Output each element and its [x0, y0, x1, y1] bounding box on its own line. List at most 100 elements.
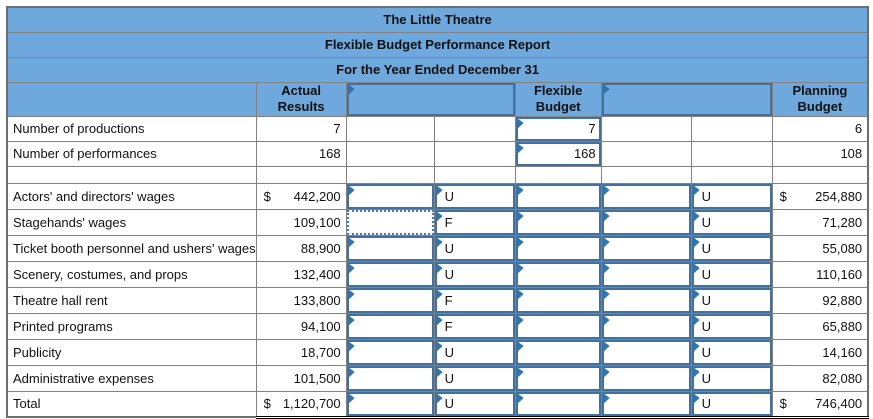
planning-value: 6: [771, 115, 869, 142]
activity-variance-uf-select[interactable]: U: [690, 312, 773, 340]
uf-value: U: [444, 188, 455, 204]
planning-amount: 110,160: [771, 260, 869, 288]
spending-variance-input-focused[interactable]: [345, 208, 435, 236]
flexible-budget-input[interactable]: [514, 364, 602, 392]
answer-marker-icon: [436, 237, 443, 248]
flexible-budget-header: Flexible Budget: [514, 81, 602, 117]
spending-variance-column-label-cell[interactable]: [345, 81, 516, 117]
spending-variance-input[interactable]: [345, 234, 435, 262]
activity-variance-uf-select[interactable]: U: [690, 234, 773, 262]
spending-variance-input[interactable]: [345, 260, 435, 288]
planning-amount: 92,880: [771, 286, 869, 314]
answer-marker-icon: [603, 211, 610, 222]
actual-amount: 88,900: [255, 234, 347, 262]
answer-marker-icon: [517, 118, 524, 129]
activity-variance-uf-select[interactable]: U: [690, 364, 773, 392]
answer-marker-icon: [693, 367, 700, 378]
uf-value: U: [701, 188, 712, 204]
spending-variance-input[interactable]: [345, 182, 435, 210]
flexible-budget-input[interactable]: [514, 260, 602, 288]
table-row-total: Total $1,120,700 U U $746,400: [6, 390, 869, 419]
row-label: Number of productions: [6, 115, 257, 142]
answer-marker-icon: [436, 289, 443, 300]
flexible-budget-input[interactable]: [514, 312, 602, 340]
spending-variance-uf-select[interactable]: U: [433, 234, 516, 262]
answer-marker-icon: [693, 211, 700, 222]
answer-marker-icon: [603, 263, 610, 274]
spending-variance-uf-select[interactable]: U: [433, 338, 516, 366]
activity-variance-column-label-cell[interactable]: [600, 81, 773, 117]
activity-variance-input[interactable]: [600, 286, 692, 314]
flexible-budget-input[interactable]: [514, 182, 602, 210]
uf-value: U: [701, 292, 712, 308]
planning-total-amount: $746,400: [771, 390, 869, 419]
actual-amount: 18,700: [255, 338, 347, 366]
flexible-budget-performance-report: The Little Theatre Flexible Budget Perfo…: [6, 6, 870, 419]
spending-variance-uf-select[interactable]: U: [433, 182, 516, 210]
amount-value: 110,160: [816, 266, 863, 282]
activity-variance-input[interactable]: [600, 234, 692, 262]
activity-variance-input[interactable]: [600, 182, 692, 210]
flexible-budget-input[interactable]: 168: [514, 140, 602, 167]
actual-results-header: Actual Results: [255, 81, 347, 117]
answer-marker-icon: [436, 315, 443, 326]
activity-variance-uf-select[interactable]: U: [690, 208, 773, 236]
empty-cell: [255, 165, 347, 184]
answer-marker-icon: [517, 367, 524, 378]
planning-budget-header: Planning Budget: [771, 81, 869, 117]
currency-symbol: $: [263, 188, 271, 204]
title-row: Flexible Budget Performance Report: [6, 31, 869, 58]
spending-variance-input[interactable]: [345, 312, 435, 340]
spending-variance-input[interactable]: [345, 338, 435, 366]
activity-variance-uf-select[interactable]: U: [690, 338, 773, 366]
activity-variance-input[interactable]: [600, 364, 692, 392]
currency-symbol: $: [779, 188, 787, 204]
activity-variance-uf-select[interactable]: U: [690, 286, 773, 314]
spending-variance-total-input[interactable]: [345, 390, 435, 419]
company-title: The Little Theatre: [6, 6, 869, 33]
activity-variance-input[interactable]: [600, 338, 692, 366]
answer-marker-icon: [436, 211, 443, 222]
amount-value: 132,400: [293, 266, 341, 282]
activity-variance-total-uf-select[interactable]: U: [690, 390, 773, 419]
spending-variance-uf-select[interactable]: F: [433, 208, 516, 236]
empty-cell: [690, 115, 773, 142]
activity-variance-input[interactable]: [600, 312, 692, 340]
flexible-budget-input[interactable]: 7: [514, 115, 602, 142]
flexible-budget-input[interactable]: [514, 234, 602, 262]
table-row-productions: Number of productions 7 7 6: [6, 115, 869, 142]
answer-marker-icon: [348, 393, 355, 404]
spending-variance-uf-select[interactable]: U: [433, 260, 516, 288]
uf-value: U: [701, 344, 712, 360]
spending-variance-total-uf-select[interactable]: U: [433, 390, 516, 419]
spending-variance-input[interactable]: [345, 364, 435, 392]
activity-variance-input[interactable]: [600, 260, 692, 288]
uf-value: U: [444, 396, 455, 411]
empty-cell: [433, 115, 516, 142]
empty-cell: [600, 140, 692, 167]
flexible-budget-input[interactable]: [514, 208, 602, 236]
answer-marker-icon: [348, 185, 355, 196]
amount-value: 18,700: [300, 344, 341, 360]
flexible-budget-input[interactable]: [514, 286, 602, 314]
row-label: Administrative expenses: [6, 364, 257, 392]
uf-value: F: [444, 214, 453, 230]
flexible-budget-input[interactable]: [514, 338, 602, 366]
activity-variance-total-input[interactable]: [600, 390, 692, 419]
spending-variance-uf-select[interactable]: U: [433, 364, 516, 392]
planning-amount: 14,160: [771, 338, 869, 366]
spending-variance-uf-select[interactable]: F: [433, 312, 516, 340]
amount-value: 109,100: [293, 214, 341, 230]
row-label: Stagehands' wages: [6, 208, 257, 236]
focused-cell-border: [347, 210, 434, 234]
answer-marker-icon: [693, 315, 700, 326]
activity-variance-uf-select[interactable]: U: [690, 182, 773, 210]
activity-variance-input[interactable]: [600, 208, 692, 236]
uf-value: U: [701, 266, 712, 282]
spending-variance-uf-select[interactable]: F: [433, 286, 516, 314]
activity-variance-uf-select[interactable]: U: [690, 260, 773, 288]
flexible-budget-total-input[interactable]: [514, 390, 602, 419]
actual-amount: 94,100: [255, 312, 347, 340]
spending-variance-input[interactable]: [345, 286, 435, 314]
uf-value: U: [701, 318, 712, 334]
